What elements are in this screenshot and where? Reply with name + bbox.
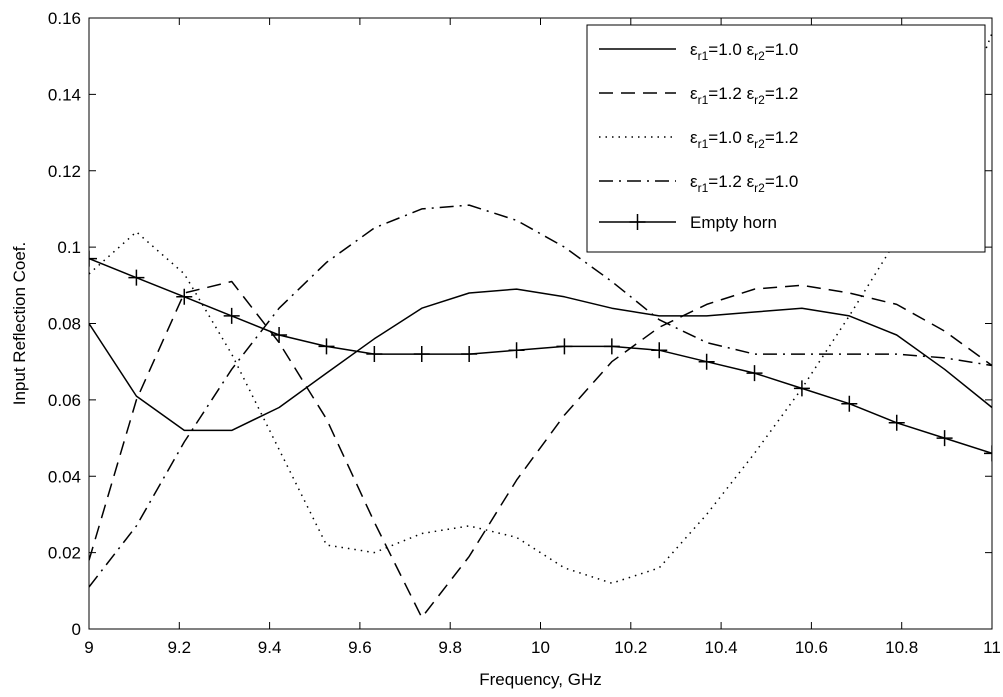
plus-marker xyxy=(176,288,193,305)
y-tick-label: 0.1 xyxy=(57,238,81,257)
plus-marker xyxy=(746,365,763,382)
x-tick-label: 10.2 xyxy=(614,638,647,657)
x-tick-label: 10 xyxy=(531,638,550,657)
plus-marker xyxy=(936,430,953,447)
plus-marker xyxy=(984,445,992,462)
x-tick-label: 9.8 xyxy=(438,638,462,657)
legend-entry-4: εr1=1.2 εr2=1.0 xyxy=(599,172,798,195)
tick-layer: 9 9.2 9.4 9.6 9.8 10 10.2 10.4 10.6 10.8 11 0 0.02 0.… xyxy=(48,9,1001,657)
y-tick-label: 0.06 xyxy=(48,391,81,410)
legend-label-4: εr1=1.2 εr2=1.0 xyxy=(690,172,798,195)
plus-marker xyxy=(128,269,145,286)
y-tick-label: 0.08 xyxy=(48,315,81,334)
legend-entry-3: εr1=1.0 εr2=1.2 xyxy=(599,128,798,151)
plus-marker xyxy=(366,346,383,363)
series-layer xyxy=(89,33,992,619)
plus-marker xyxy=(841,395,858,412)
plus-marker xyxy=(413,346,430,363)
plus-marker xyxy=(508,342,525,359)
plus-marker xyxy=(603,338,620,355)
plus-marker xyxy=(698,353,715,370)
series-line-1 xyxy=(89,288,992,432)
x-tick-label: 10.6 xyxy=(795,638,828,657)
series-line-2 xyxy=(89,280,992,619)
plus-marker xyxy=(651,342,668,359)
x-tick-label: 9 xyxy=(84,638,93,657)
legend-entry-1: εr1=1.0 εr2=1.0 xyxy=(599,40,798,63)
x-tick-label: 10.4 xyxy=(705,638,738,657)
x-tick-label: 9.4 xyxy=(258,638,282,657)
y-tick-label: 0.04 xyxy=(48,467,81,486)
y-tick-label: 0.14 xyxy=(48,85,81,104)
plus-marker xyxy=(556,338,573,355)
x-tick-label: 11 xyxy=(983,638,1001,657)
legend-label-3: εr1=1.0 εr2=1.2 xyxy=(690,128,798,151)
legend-box xyxy=(586,24,986,253)
legend-entry-2: εr1=1.2 εr2=1.2 xyxy=(599,84,798,107)
series-line-5 xyxy=(89,257,992,455)
plus-marker xyxy=(223,307,240,324)
x-axis-label: Frequency, GHz xyxy=(479,670,602,689)
plus-marker xyxy=(793,380,810,397)
series-line-4 xyxy=(89,204,992,588)
legend-label-5: Empty horn xyxy=(690,213,777,232)
plus-marker xyxy=(318,338,335,355)
x-tick-label: 9.6 xyxy=(348,638,372,657)
y-tick-label: 0.12 xyxy=(48,162,81,181)
plus-marker xyxy=(89,250,97,267)
y-tick-label: 0.16 xyxy=(48,9,81,28)
y-axis-label: Input Reflection Coef. xyxy=(10,242,29,405)
legend-label-2: εr1=1.2 εr2=1.2 xyxy=(690,84,798,107)
plus-marker xyxy=(461,346,478,363)
x-tick-label: 9.2 xyxy=(167,638,191,657)
y-tick-label: 0 xyxy=(72,620,81,639)
plus-marker xyxy=(888,414,905,431)
x-tick-label: 10.8 xyxy=(885,638,918,657)
plus-marker xyxy=(271,326,288,343)
legend-entry-5: Empty horn xyxy=(599,213,777,232)
legend: εr1=1.0 εr2=1.0 εr1=1.2 εr2=1.2 εr1=1.0 … xyxy=(586,24,986,253)
legend-plus-marker xyxy=(629,214,646,230)
y-tick-label: 0.02 xyxy=(48,544,81,563)
legend-label-1: εr1=1.0 εr2=1.0 xyxy=(690,40,798,63)
